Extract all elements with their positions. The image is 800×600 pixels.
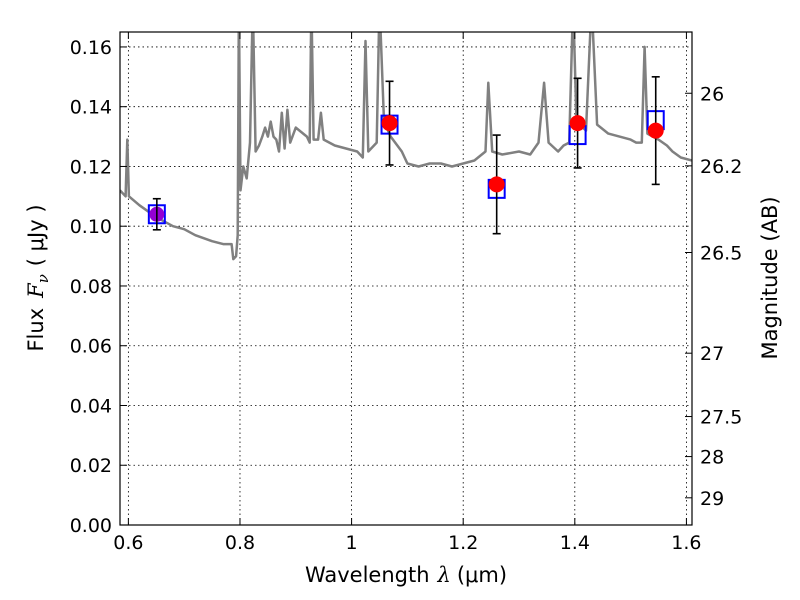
y-tick-label: 0.06 — [70, 336, 112, 358]
y-axis-label-text: Flux — [24, 308, 48, 352]
y-axis-label-subscript: ν — [34, 274, 52, 283]
observed-point — [569, 115, 586, 132]
y-tick-label: 0.16 — [70, 37, 112, 59]
y-tick-label: 0.12 — [70, 156, 112, 178]
x-tick-label: 1.6 — [671, 532, 701, 554]
x-tick-label: 1 — [346, 532, 358, 554]
x-axis-label: Wavelength λ (μm) — [305, 563, 507, 587]
observed-point — [488, 176, 505, 193]
x-tick-label: 1.4 — [560, 532, 590, 554]
y-tick-label: 0.08 — [70, 276, 112, 298]
grid — [120, 32, 692, 525]
y-tick-label: 0.14 — [70, 97, 112, 119]
y2-tick-label: 26.5 — [700, 243, 742, 265]
x-axis-label-unit: (μm) — [457, 563, 507, 587]
y2-tick-label: 27.5 — [700, 407, 742, 429]
plot-frame — [119, 31, 693, 526]
observed-point — [381, 115, 398, 132]
x-axis-label-text: Wavelength — [305, 563, 430, 587]
x-tick-label: 0.6 — [113, 532, 143, 554]
y2-tick-label: 28 — [700, 447, 724, 469]
y-tick-label: 0.00 — [70, 515, 112, 537]
x-tick-label: 0.8 — [225, 532, 255, 554]
y-axis-label-symbol: F — [24, 282, 48, 299]
y2-tick-label: 26.2 — [700, 156, 742, 178]
y2-tick-label: 26 — [700, 83, 724, 105]
x-tick-label: 1.2 — [448, 532, 478, 554]
y-tick-label: 0.10 — [70, 216, 112, 238]
points-layer — [147, 76, 665, 235]
x-axis-label-symbol: λ — [437, 563, 451, 587]
y2-tick-label: 27 — [700, 343, 724, 365]
y2-tick-label: 29 — [700, 488, 724, 510]
y-tick-label: 0.04 — [70, 395, 112, 417]
y2-axis-label: Magnitude (AB) — [758, 196, 782, 359]
observed-point — [647, 122, 664, 139]
y-tick-label: 0.02 — [70, 455, 112, 477]
y-axis-label: Flux Fν ( μJy ) — [24, 204, 52, 351]
y-axis-label-unit: ( μJy ) — [24, 204, 48, 266]
ticks: 0.6 0.8 1 1.2 1.4 1.6 0.00 0.02 0.04 0.06 0.08 0.10… — [70, 32, 742, 554]
